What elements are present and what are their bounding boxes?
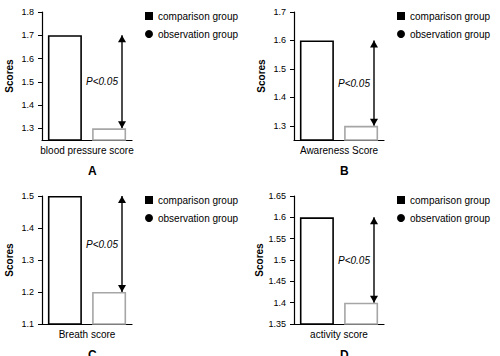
svg-text:Scores: Scores [254,243,265,277]
svg-text:1.5: 1.5 [273,255,286,265]
svg-text:1.4: 1.4 [273,92,286,102]
svg-text:1.55: 1.55 [268,234,286,244]
svg-text:Breath score: Breath score [59,329,116,340]
svg-text:1.3: 1.3 [21,123,34,133]
svg-text:1.5: 1.5 [21,191,34,201]
svg-text:1.65: 1.65 [268,191,286,201]
svg-text:1.5: 1.5 [273,64,286,74]
svg-text:P<0.05: P<0.05 [338,78,370,89]
svg-text:blood pressure score: blood pressure score [40,145,134,156]
svg-text:P<0.05: P<0.05 [338,255,370,266]
svg-text:1.3: 1.3 [21,255,34,265]
svg-text:1.4: 1.4 [21,223,34,233]
svg-text:Scores: Scores [256,59,267,93]
svg-text:observation group: observation group [158,29,238,40]
svg-text:observation group: observation group [410,29,490,40]
svg-text:P<0.05: P<0.05 [86,239,118,250]
svg-text:1.7: 1.7 [21,30,34,40]
svg-text:C: C [88,348,97,356]
svg-text:comparison group: comparison group [158,195,238,206]
svg-text:B: B [340,164,349,178]
svg-text:1.6: 1.6 [273,35,286,45]
svg-text:1.3: 1.3 [273,121,286,131]
svg-text:Scores: Scores [4,59,15,93]
svg-text:observation group: observation group [158,213,238,224]
svg-text:1.5: 1.5 [21,77,34,87]
svg-text:activity score: activity score [310,329,368,340]
svg-text:1.1: 1.1 [21,319,34,329]
svg-text:1.7: 1.7 [273,7,286,17]
svg-text:Scores: Scores [4,243,15,277]
svg-text:1.8: 1.8 [21,7,34,17]
svg-text:1.4: 1.4 [273,298,286,308]
svg-text:1.45: 1.45 [268,276,286,286]
svg-text:comparison group: comparison group [410,195,490,206]
svg-text:1.6: 1.6 [273,212,286,222]
svg-text:comparison group: comparison group [158,11,238,22]
svg-text:observation group: observation group [410,213,490,224]
svg-text:1.4: 1.4 [21,100,34,110]
svg-text:P<0.05: P<0.05 [86,76,118,87]
svg-text:D: D [340,348,349,356]
svg-text:Awareness Score: Awareness Score [300,145,379,156]
svg-text:A: A [88,164,97,178]
svg-text:1.6: 1.6 [21,54,34,64]
svg-text:1.35: 1.35 [268,319,286,329]
svg-text:comparison group: comparison group [410,11,490,22]
svg-text:1.2: 1.2 [21,287,34,297]
